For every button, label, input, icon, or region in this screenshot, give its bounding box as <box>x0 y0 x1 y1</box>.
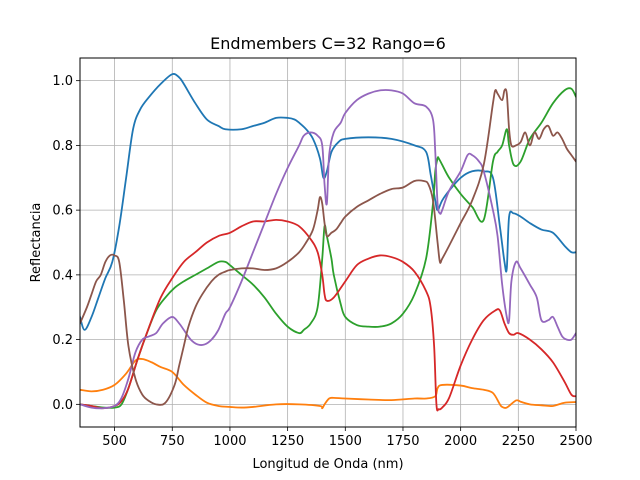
x-tick-label: 2000 <box>444 434 477 449</box>
series-line-6 <box>80 88 576 406</box>
y-tick-label: 0.2 <box>52 333 73 348</box>
x-tick-label: 2250 <box>502 434 535 449</box>
series-line-4 <box>80 218 576 412</box>
plot-frame <box>79 57 577 428</box>
x-tick-label: 500 <box>102 434 127 449</box>
y-tick-label: 1.0 <box>52 74 73 89</box>
series-layer <box>80 73 576 412</box>
tick-layer: 500 750 1000 1250 1500 1750 2000 2250 2500 0.0 0.2… <box>52 74 592 449</box>
x-tick-label: 2500 <box>559 434 592 449</box>
chart-title: Endmembers C=32 Rango=6 <box>210 34 446 53</box>
y-tick-label: 0.6 <box>52 204 73 219</box>
y-axis-label: Reflectancia <box>29 203 44 283</box>
series-line-2 <box>80 357 576 410</box>
x-tick-label: 1500 <box>329 434 362 449</box>
y-tick-label: 0.8 <box>52 139 73 154</box>
y-tick-label: 0.0 <box>52 398 73 413</box>
series-line-3 <box>80 87 576 409</box>
x-tick-label: 1750 <box>386 434 419 449</box>
x-tick-label: 750 <box>160 434 185 449</box>
y-tick-label: 0.4 <box>52 268 73 283</box>
x-tick-label: 1000 <box>213 434 246 449</box>
series-line-5 <box>80 89 576 410</box>
x-axis-label: Longitud de Onda (nm) <box>252 457 403 472</box>
x-tick-label: 1250 <box>271 434 304 449</box>
